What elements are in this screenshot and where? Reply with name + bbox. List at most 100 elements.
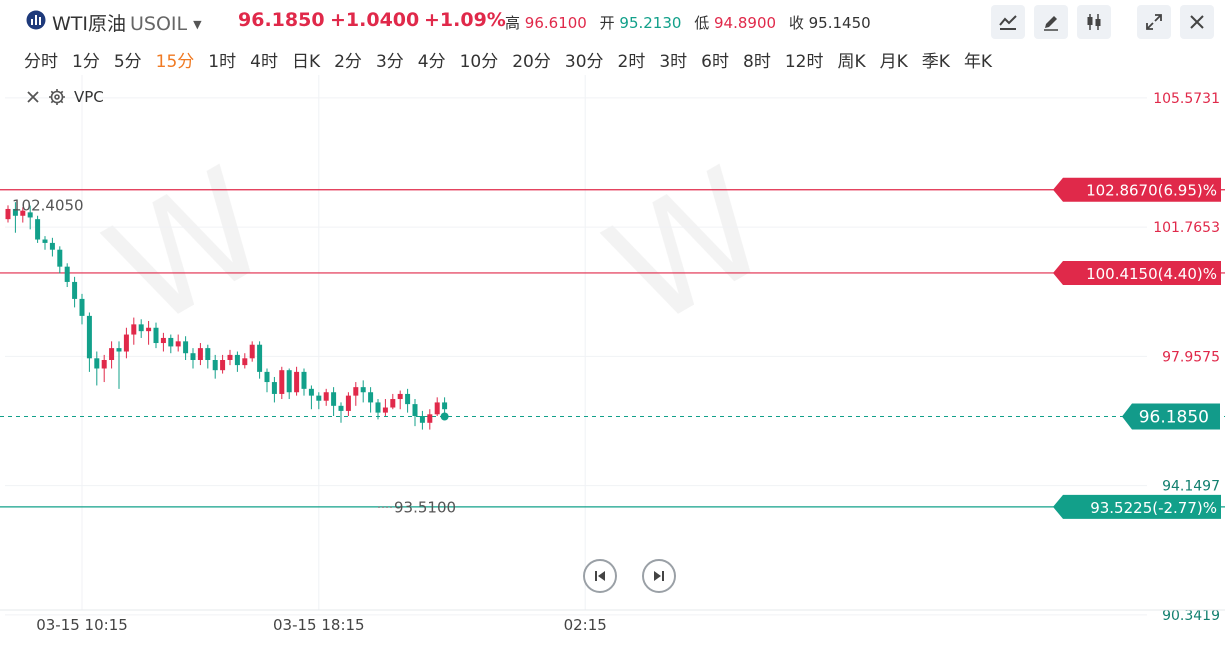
price-level-label: 100.4150(4.40)% bbox=[1086, 265, 1217, 283]
period-tab[interactable]: 8时 bbox=[743, 52, 771, 72]
last-price: 96.1850 bbox=[238, 9, 325, 31]
price-change: +1.0400 bbox=[330, 9, 420, 31]
candle-body bbox=[86, 315, 92, 359]
svg-text:W: W bbox=[81, 136, 296, 361]
price-level-label: 102.8670(6.95)% bbox=[1086, 182, 1217, 200]
candle-body bbox=[442, 402, 448, 410]
skip-back-icon bbox=[595, 571, 605, 581]
period-tabs: 分时 1分 5分 15分 1时 4时 日K 2分 3分 4分 10分 20分 30分 2时 3时 6时 8时 12… bbox=[24, 47, 1006, 73]
candle-body bbox=[72, 281, 78, 299]
candle-body bbox=[301, 371, 307, 389]
candle-body bbox=[323, 392, 329, 401]
draw-tool-button[interactable] bbox=[1034, 5, 1068, 39]
last-price-label: 96.1850 bbox=[1139, 408, 1209, 428]
period-tab[interactable]: 1时 bbox=[208, 52, 237, 72]
period-tab[interactable]: 4分 bbox=[417, 52, 446, 72]
symbol-name: WTI原油 bbox=[52, 13, 126, 35]
candle-body bbox=[271, 382, 277, 394]
candle-body bbox=[5, 208, 11, 220]
candle-body bbox=[316, 395, 322, 401]
candle-body bbox=[101, 360, 107, 369]
candle-body bbox=[175, 341, 181, 347]
candle-body bbox=[338, 405, 344, 411]
svg-text:W: W bbox=[581, 136, 796, 361]
candle-body bbox=[405, 393, 411, 405]
price-level-tag bbox=[1053, 494, 1221, 519]
period-tab[interactable]: 2时 bbox=[617, 52, 646, 72]
candle-body bbox=[427, 414, 433, 423]
price-change-pct: +1.09% bbox=[424, 9, 506, 31]
candle-body bbox=[116, 348, 122, 352]
chart-grid bbox=[5, 75, 1147, 616]
expand-icon bbox=[1146, 14, 1162, 30]
close-label: 收 bbox=[788, 14, 804, 32]
period-tab[interactable]: 30分 bbox=[564, 52, 604, 72]
close-value: 95.1450 bbox=[808, 14, 871, 32]
x-tick-label: 03-15 10:15 bbox=[36, 616, 128, 634]
period-tab[interactable]: 20分 bbox=[512, 52, 551, 72]
candle-body bbox=[123, 334, 129, 352]
ohlc-summary: 高 96.6100 开 95.2130 低 94.8900 收 95.1450 bbox=[505, 12, 879, 33]
period-tab[interactable]: 3时 bbox=[659, 52, 688, 72]
candle-body bbox=[42, 239, 48, 243]
period-tab[interactable]: 6时 bbox=[701, 52, 729, 72]
candle-body bbox=[375, 402, 381, 413]
period-tab[interactable]: 月K bbox=[879, 52, 908, 72]
y-tick-label: 101.7653 bbox=[1153, 220, 1220, 236]
pencil-icon bbox=[1044, 16, 1058, 31]
candle-body bbox=[146, 327, 152, 332]
period-tab[interactable]: 12时 bbox=[784, 52, 824, 72]
candle-body bbox=[412, 404, 418, 416]
period-tab[interactable]: 日K bbox=[291, 52, 321, 72]
price-level-tag bbox=[1053, 177, 1221, 202]
period-tab[interactable]: 3分 bbox=[375, 52, 404, 72]
candle-body bbox=[345, 395, 351, 411]
period-tab[interactable]: 15分 bbox=[155, 52, 195, 72]
scroll-right-button[interactable] bbox=[642, 559, 676, 593]
y-tick-label: 90.3419 bbox=[1162, 608, 1220, 624]
candle-body bbox=[353, 387, 359, 396]
close-icon[interactable] bbox=[26, 90, 40, 104]
y-tick-label: 94.1497 bbox=[1162, 479, 1220, 495]
scroll-left-button[interactable] bbox=[583, 559, 617, 593]
candle-body bbox=[131, 324, 137, 335]
candle-body bbox=[279, 370, 285, 394]
chart-type-button[interactable] bbox=[1077, 5, 1111, 39]
max-price-marker: 102.4050 bbox=[12, 196, 84, 214]
candle-body bbox=[390, 399, 396, 408]
period-tab[interactable]: 1分 bbox=[72, 52, 100, 72]
gear-icon[interactable] bbox=[48, 88, 66, 106]
candle-body bbox=[79, 298, 85, 316]
candle-body bbox=[257, 344, 263, 372]
candle-body bbox=[397, 393, 403, 400]
candle-body bbox=[249, 344, 255, 359]
candle-body bbox=[212, 360, 218, 371]
high-value: 96.6100 bbox=[524, 14, 587, 32]
candle-body bbox=[368, 392, 374, 403]
expand-button[interactable] bbox=[1137, 5, 1171, 39]
period-tab[interactable]: 分时 bbox=[24, 52, 58, 72]
line-chart-icon bbox=[999, 15, 1017, 30]
candle-body bbox=[183, 341, 189, 354]
period-tab[interactable]: 年K bbox=[963, 52, 993, 72]
last-price-dot bbox=[440, 412, 449, 421]
period-tab[interactable]: 周K bbox=[837, 52, 866, 72]
period-tab[interactable]: 5分 bbox=[113, 52, 142, 72]
candles bbox=[5, 202, 449, 430]
period-tab[interactable]: 季K bbox=[921, 52, 950, 72]
candle-body bbox=[49, 242, 55, 250]
candle-body bbox=[35, 219, 41, 240]
period-tab[interactable]: 2分 bbox=[334, 52, 362, 72]
candle-body bbox=[12, 208, 18, 216]
candle-body bbox=[264, 371, 270, 383]
wti-logo-icon bbox=[26, 10, 46, 30]
candle-body bbox=[294, 371, 300, 393]
symbol-selector[interactable]: WTI原油 USOIL ▼ bbox=[52, 9, 202, 36]
period-tab[interactable]: 4时 bbox=[250, 52, 278, 72]
period-tab[interactable]: 10分 bbox=[459, 52, 499, 72]
close-button[interactable] bbox=[1180, 5, 1214, 39]
candle-body bbox=[197, 348, 203, 360]
line-chart-button[interactable] bbox=[991, 5, 1025, 39]
candle-body bbox=[331, 392, 337, 406]
